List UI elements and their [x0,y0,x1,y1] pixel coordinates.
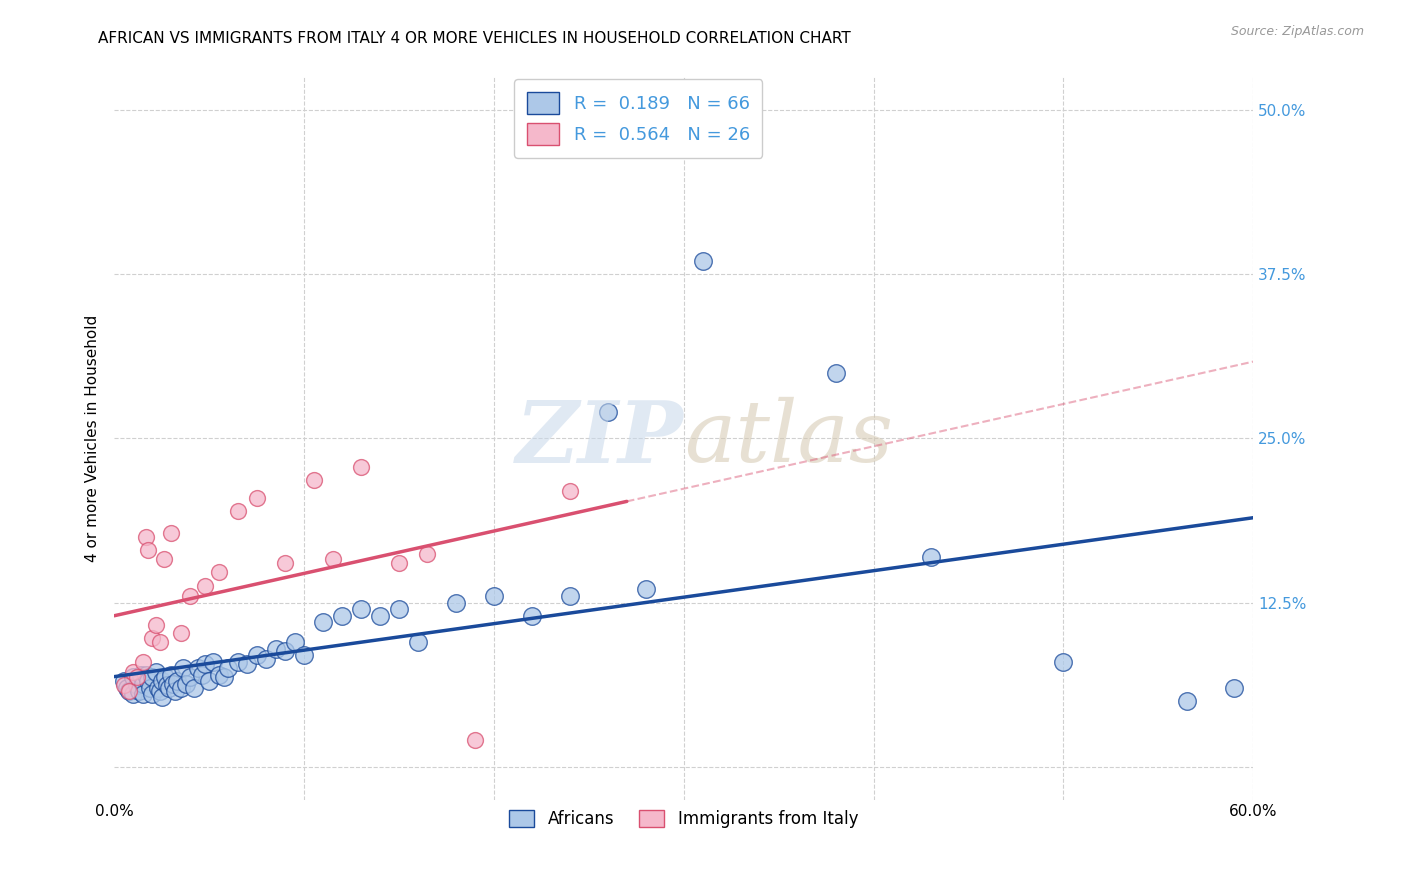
Point [634,582,657,597]
Point [157,681,180,695]
Point [264,641,287,656]
Point [245,491,267,505]
Point [141,631,163,645]
Point [166,674,188,689]
Point [172,661,194,675]
Point [558,483,581,498]
Point [179,589,201,603]
Point [388,602,411,616]
Point [149,635,172,649]
Point [141,670,163,684]
Point [245,648,267,662]
Point [162,677,184,691]
Point [1052,655,1074,669]
Point [198,674,221,689]
Point [274,644,297,658]
Point [321,552,343,566]
Point [117,681,139,695]
Point [190,668,212,682]
Point [596,405,619,419]
Point [125,678,148,692]
Point [131,677,153,691]
Point [226,504,249,518]
Point [160,526,183,541]
Point [207,566,229,580]
Point [274,556,297,570]
Point [388,556,411,570]
Text: atlas: atlas [683,397,893,480]
Point [135,668,157,682]
Point [138,543,160,558]
Point [350,602,373,616]
Point [183,681,205,695]
Text: AFRICAN VS IMMIGRANTS FROM ITALY 4 OR MORE VEHICLES IN HOUSEHOLD CORRELATION CHA: AFRICAN VS IMMIGRANTS FROM ITALY 4 OR MO… [98,31,851,46]
Point [152,552,174,566]
Point [1223,681,1246,695]
Point [312,615,335,630]
Point [160,668,183,682]
Point [236,657,259,672]
Point [254,652,277,666]
Point [416,547,439,561]
Point [330,608,353,623]
Point [138,674,160,689]
Point [283,635,305,649]
Text: ZIP: ZIP [516,397,683,480]
Point [176,677,198,691]
Point [406,635,429,649]
Legend: Africans, Immigrants from Italy: Africans, Immigrants from Italy [503,803,865,835]
Point [520,608,543,623]
Point [920,549,942,564]
Point [292,648,315,662]
Point [146,681,169,695]
Point [464,733,486,747]
Point [122,670,145,684]
Point [112,678,135,692]
Point [179,670,201,684]
Point [150,674,173,689]
Point [129,668,152,682]
Point [156,678,179,692]
Point [145,665,167,680]
Point [824,366,846,380]
Point [169,625,191,640]
Point [194,578,217,592]
Point [201,655,224,669]
Point [112,674,135,689]
Point [169,681,191,695]
Point [214,670,236,684]
Point [368,608,391,623]
Point [692,254,714,268]
Point [135,530,157,544]
Point [131,655,153,669]
Point [122,665,145,680]
Point [558,589,581,603]
Point [1175,694,1198,708]
Point [118,683,141,698]
Point [118,683,141,698]
Point [149,683,172,698]
Point [194,657,217,672]
Point [139,681,162,695]
Point [131,688,153,702]
Point [163,683,186,698]
Y-axis label: 4 or more Vehicles in Household: 4 or more Vehicles in Household [86,315,100,562]
Point [217,661,239,675]
Point [125,670,148,684]
Point [226,655,249,669]
Point [128,683,150,698]
Point [141,688,163,702]
Point [350,460,373,475]
Point [207,668,229,682]
Point [155,670,177,684]
Point [444,596,467,610]
Point [150,690,173,705]
Point [187,661,209,675]
Point [482,589,505,603]
Point [122,688,145,702]
Point [145,618,167,632]
Point [302,474,325,488]
Text: Source: ZipAtlas.com: Source: ZipAtlas.com [1230,25,1364,38]
